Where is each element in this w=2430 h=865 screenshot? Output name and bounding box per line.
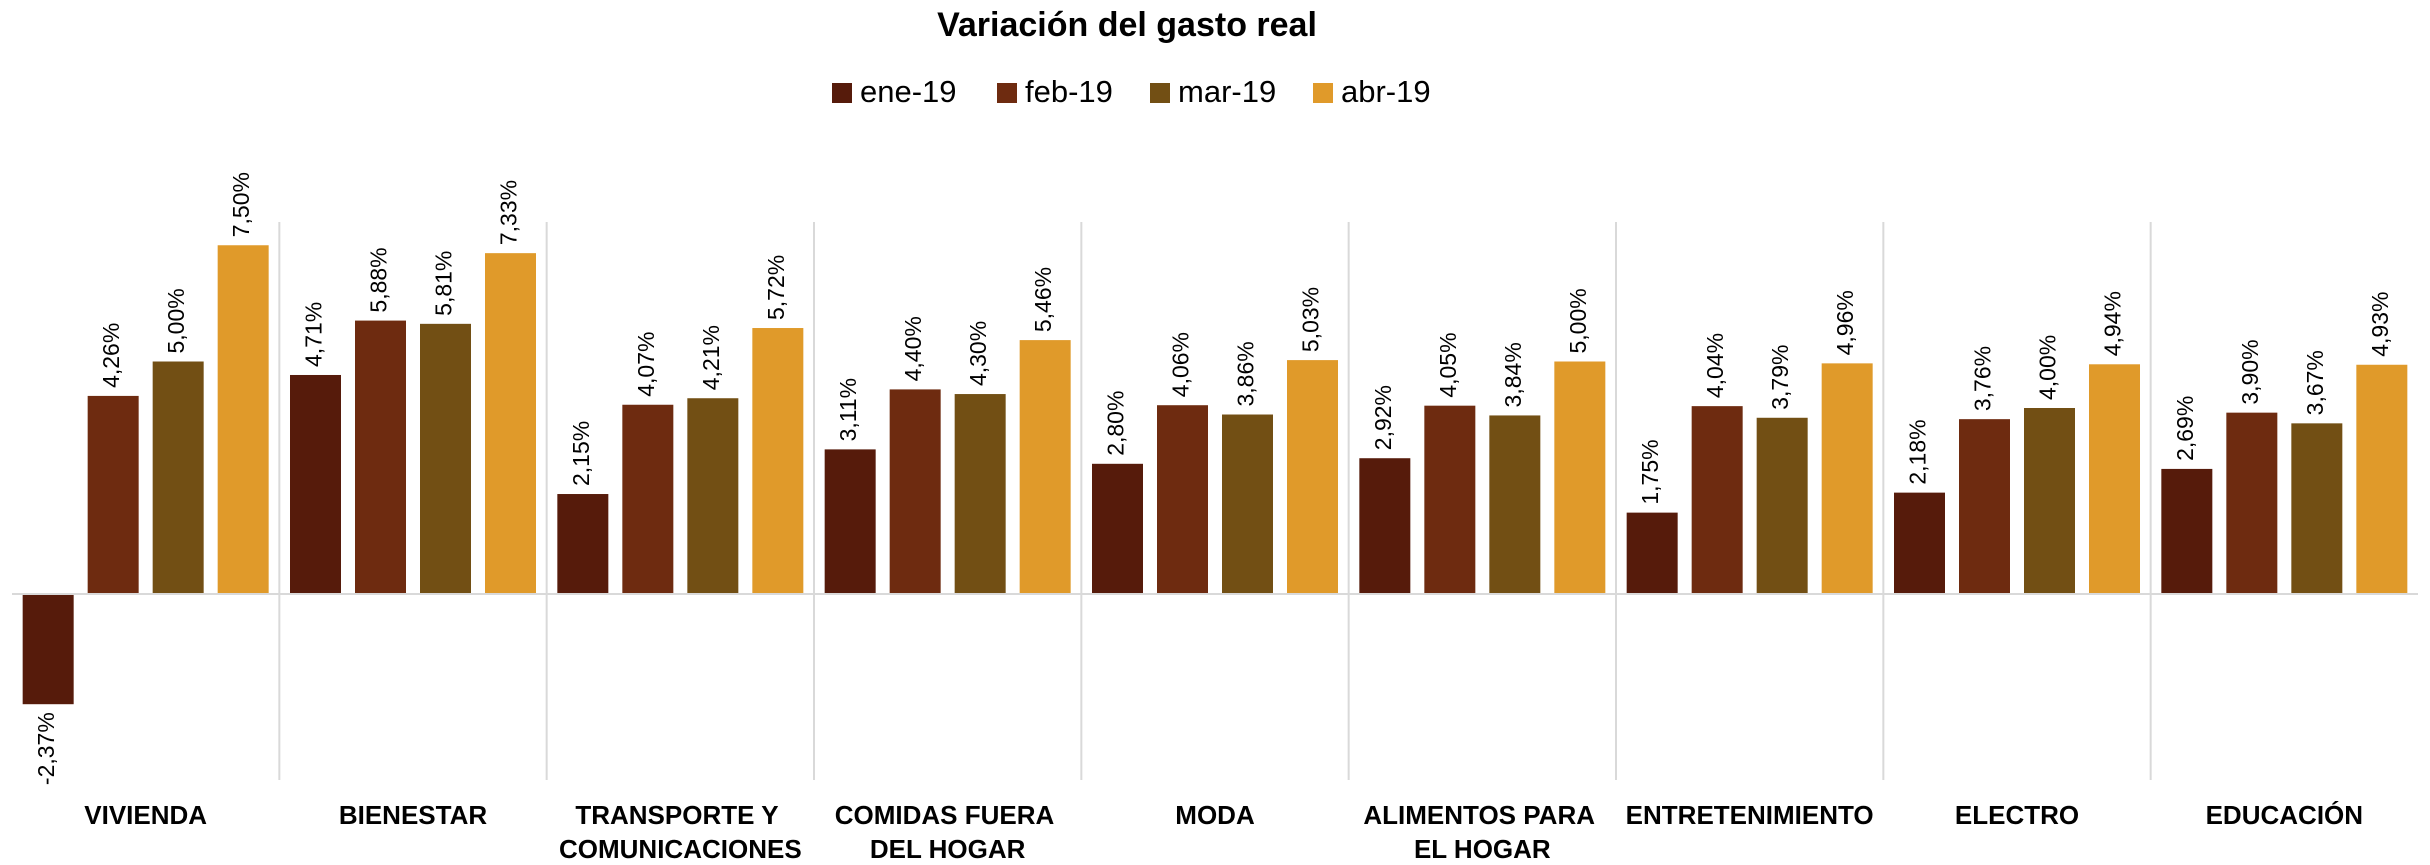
bar: [1359, 458, 1411, 594]
value-label: 3,90%: [2237, 339, 2263, 404]
bar: [1691, 406, 1743, 594]
bar: [290, 374, 341, 594]
bar: [1222, 414, 1273, 594]
bar: [1019, 340, 1071, 594]
bar: [824, 449, 876, 594]
value-label: 4,26%: [98, 323, 124, 388]
value-label: 7,33%: [496, 180, 522, 245]
legend-label: feb-19: [1025, 74, 1113, 109]
bar: [1959, 419, 2010, 594]
value-label: 4,06%: [1168, 332, 1194, 397]
bar: [2226, 412, 2278, 594]
bar: [1821, 363, 1873, 594]
value-label: 5,46%: [1030, 267, 1056, 332]
value-label: 4,71%: [301, 302, 327, 367]
value-label: 3,11%: [835, 378, 861, 442]
value-label: 4,93%: [2367, 292, 2393, 357]
value-label: 3,76%: [1970, 346, 1996, 411]
bar: [557, 494, 609, 594]
bar: [954, 394, 1006, 594]
value-label: 5,72%: [763, 255, 789, 320]
bar: [1554, 361, 1606, 594]
bar: [2024, 408, 2075, 594]
value-label: 1,75%: [1637, 439, 1663, 504]
value-label: 4,04%: [1702, 333, 1728, 398]
bar: [1756, 417, 1808, 594]
x-tick-label: COMIDAS FUERA DEL HOGAR: [835, 800, 1061, 864]
bar: [2089, 364, 2140, 594]
bar: [2356, 364, 2408, 594]
legend-label: ene-19: [860, 74, 957, 109]
value-label: 3,84%: [1500, 342, 1526, 407]
x-tick-label: ELECTRO: [1955, 800, 2079, 830]
legend-swatch: [997, 83, 1017, 103]
x-tick-label: VIVIENDA: [84, 800, 207, 830]
bar: [22, 594, 74, 705]
x-tick-label: ALIMENTOS PARA EL HOGAR: [1363, 800, 1601, 864]
bar: [622, 404, 674, 594]
bar: [355, 320, 406, 594]
value-label: 2,92%: [1370, 385, 1396, 450]
x-tick-label: TRANSPORTE Y COMUNICACIONES: [559, 800, 802, 864]
value-label: 5,00%: [1565, 288, 1591, 353]
bar: [485, 253, 536, 594]
bar: [1894, 492, 1945, 594]
value-label: 3,86%: [1233, 341, 1259, 406]
value-label: 5,00%: [163, 288, 189, 353]
legend-swatch: [832, 83, 852, 103]
x-tick-label: EDUCACIÓN: [2206, 800, 2363, 830]
value-label: 5,81%: [431, 251, 457, 316]
value-label: 4,00%: [2035, 335, 2061, 400]
value-label: 2,69%: [2172, 396, 2198, 461]
legend-label: abr-19: [1341, 74, 1431, 109]
value-label: 4,94%: [2100, 291, 2126, 356]
value-label: 4,96%: [1832, 290, 1858, 355]
bar: [87, 395, 139, 594]
value-label: 3,79%: [1767, 345, 1793, 410]
x-tick-label: BIENESTAR: [339, 800, 488, 830]
bar: [752, 328, 804, 594]
bar: [889, 389, 941, 594]
value-label: 5,88%: [366, 247, 392, 312]
bar: [1626, 512, 1678, 594]
bar: [1157, 405, 1208, 594]
legend-label: mar-19: [1178, 74, 1276, 109]
x-tick-label: ENTRETENIMIENTO: [1626, 800, 1874, 830]
bar: [420, 323, 471, 594]
value-label: 4,40%: [900, 316, 926, 381]
value-label: 2,15%: [568, 421, 594, 486]
bar: [152, 361, 204, 594]
bar: [2161, 468, 2213, 594]
bar: [1489, 415, 1541, 594]
value-label: 3,67%: [2302, 350, 2328, 415]
chart-title: Variación del gasto real: [937, 6, 1317, 44]
bar: [1287, 360, 1338, 594]
value-label: 4,07%: [633, 332, 659, 397]
value-label: 4,21%: [698, 325, 724, 390]
value-label: 5,03%: [1298, 287, 1324, 352]
bar: [1092, 463, 1143, 594]
legend-swatch: [1313, 83, 1333, 103]
bar: [687, 398, 739, 594]
legend-swatch: [1150, 83, 1170, 103]
value-label: -2,37%: [33, 712, 59, 785]
value-label: 2,18%: [1905, 419, 1931, 484]
value-label: 7,50%: [228, 172, 254, 237]
bar: [2291, 423, 2343, 594]
value-label: 4,30%: [965, 321, 991, 386]
bar: [1424, 405, 1476, 594]
bar: [217, 245, 269, 594]
value-label: 2,80%: [1103, 391, 1129, 456]
x-tick-label: MODA: [1175, 800, 1255, 830]
value-label: 4,05%: [1435, 332, 1461, 397]
